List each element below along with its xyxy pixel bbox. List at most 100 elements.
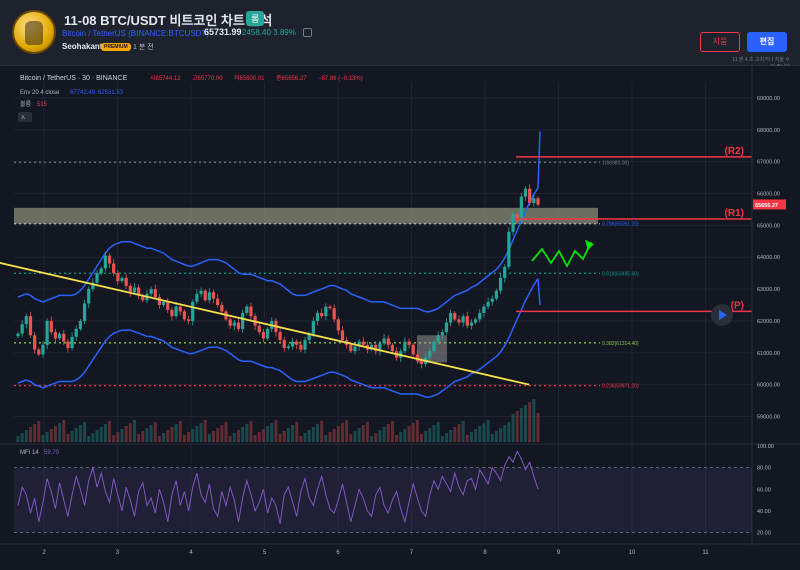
candle: [207, 292, 211, 301]
volume-bar: [295, 422, 299, 442]
candle: [24, 316, 28, 325]
volume-bar: [212, 431, 216, 442]
copy-icon[interactable]: [303, 28, 312, 37]
volume-bar: [137, 434, 141, 442]
candle: [490, 298, 494, 302]
candle: [124, 277, 128, 286]
candle: [494, 290, 498, 299]
volume-bar: [345, 420, 349, 442]
volume-bar: [241, 427, 245, 442]
author-name[interactable]: Seohakant: [62, 42, 103, 51]
volume-bar: [83, 422, 87, 442]
play-icon[interactable]: [719, 310, 727, 320]
candle: [266, 328, 270, 339]
collapse-legend-button[interactable]: [18, 112, 32, 122]
volume-bar: [478, 426, 482, 442]
ohlc-open: 시65744.12: [150, 75, 181, 82]
candle: [186, 319, 191, 321]
x-tick-label: 10: [629, 550, 636, 556]
edit-button[interactable]: 편집: [747, 32, 787, 52]
ohlc-high: 고65770.00: [192, 75, 223, 82]
volume-bar: [24, 430, 28, 442]
env-lower-value: 62531.53: [98, 90, 124, 96]
candle: [507, 231, 511, 267]
candle: [469, 322, 474, 326]
candle: [191, 301, 195, 321]
candle: [45, 320, 49, 345]
candle: [407, 341, 411, 345]
x-tick-label: 6: [336, 550, 340, 556]
candle: [157, 297, 162, 306]
candle: [58, 333, 62, 339]
volume-bar: [536, 413, 540, 442]
candle: [241, 312, 245, 329]
volume-bar: [353, 431, 357, 442]
delete-button[interactable]: 지움: [700, 32, 740, 52]
collapse-legend-icon[interactable]: ˄: [21, 115, 25, 122]
volume-bar: [486, 420, 490, 442]
volume-bar: [220, 425, 224, 442]
candle: [532, 198, 536, 204]
candle: [103, 255, 107, 269]
volume-bar: [203, 420, 207, 442]
candle: [382, 338, 386, 344]
premium-badge: PREMIUM: [101, 43, 131, 51]
envelope-lower-band: [17, 278, 539, 398]
candle: [528, 188, 532, 204]
volume-bar: [45, 432, 49, 442]
volume-bar: [95, 430, 99, 442]
time-ago: 1 분 전: [133, 44, 154, 51]
volume-bar: [49, 429, 53, 442]
ohlc-low: 저65600.01: [234, 74, 265, 82]
volume-bar: [170, 427, 174, 442]
candle: [37, 349, 41, 355]
volume-bar: [37, 421, 41, 442]
candle: [249, 306, 253, 317]
volume-bar: [349, 434, 353, 442]
chart-area[interactable]: 1(66980.00) 0.786(65051.20) 0.618(63495.60…: [0, 66, 800, 565]
symbol-link[interactable]: Bitcoin / TetherUS (BINANCE:BTCUSDT): [62, 29, 209, 38]
projected-path-arrow: [531, 241, 592, 268]
volume-bar: [182, 435, 186, 442]
volume-bar: [70, 431, 74, 442]
x-tick-label: 4: [189, 550, 193, 556]
volume-bar: [16, 436, 20, 442]
volume-bar: [207, 434, 211, 442]
volume-bar: [386, 424, 390, 442]
volume-bar: [286, 428, 290, 442]
volume-bar: [307, 430, 311, 442]
volume-bar: [228, 436, 232, 442]
candle: [128, 285, 132, 293]
candle: [236, 322, 241, 329]
candle: [20, 324, 24, 334]
volume-bar: [216, 428, 220, 442]
candle: [174, 306, 178, 317]
post-title: 11-08 BTC/USDT 비트코인 차트 분석: [64, 13, 273, 28]
candle: [428, 351, 432, 358]
candle: [478, 312, 482, 320]
long-badge: 롱: [246, 11, 265, 26]
candle: [378, 343, 382, 352]
volume-bar: [53, 426, 57, 442]
price-chart[interactable]: 1(66980.00) 0.786(65051.20) 0.618(63495.60…: [0, 66, 800, 565]
fib-zone-box: [14, 207, 598, 224]
volume-bar: [524, 405, 528, 442]
volume-bar: [162, 433, 166, 442]
envelope-lower-extension: [537, 278, 541, 306]
candle: [178, 306, 182, 312]
x-tick-label: 2: [42, 550, 46, 556]
candle: [195, 293, 199, 302]
candle: [132, 287, 137, 293]
candle: [245, 306, 249, 313]
candle: [116, 273, 120, 282]
volume-bar: [187, 432, 191, 442]
candle: [28, 316, 33, 336]
volume-bar: [432, 425, 436, 442]
volume-bar: [320, 421, 324, 442]
candle: [203, 290, 207, 301]
candle: [62, 333, 66, 342]
env-upper-value: 67742.49: [70, 90, 96, 96]
candle: [162, 301, 166, 306]
candle: [199, 290, 203, 294]
volume-bar: [444, 433, 448, 442]
